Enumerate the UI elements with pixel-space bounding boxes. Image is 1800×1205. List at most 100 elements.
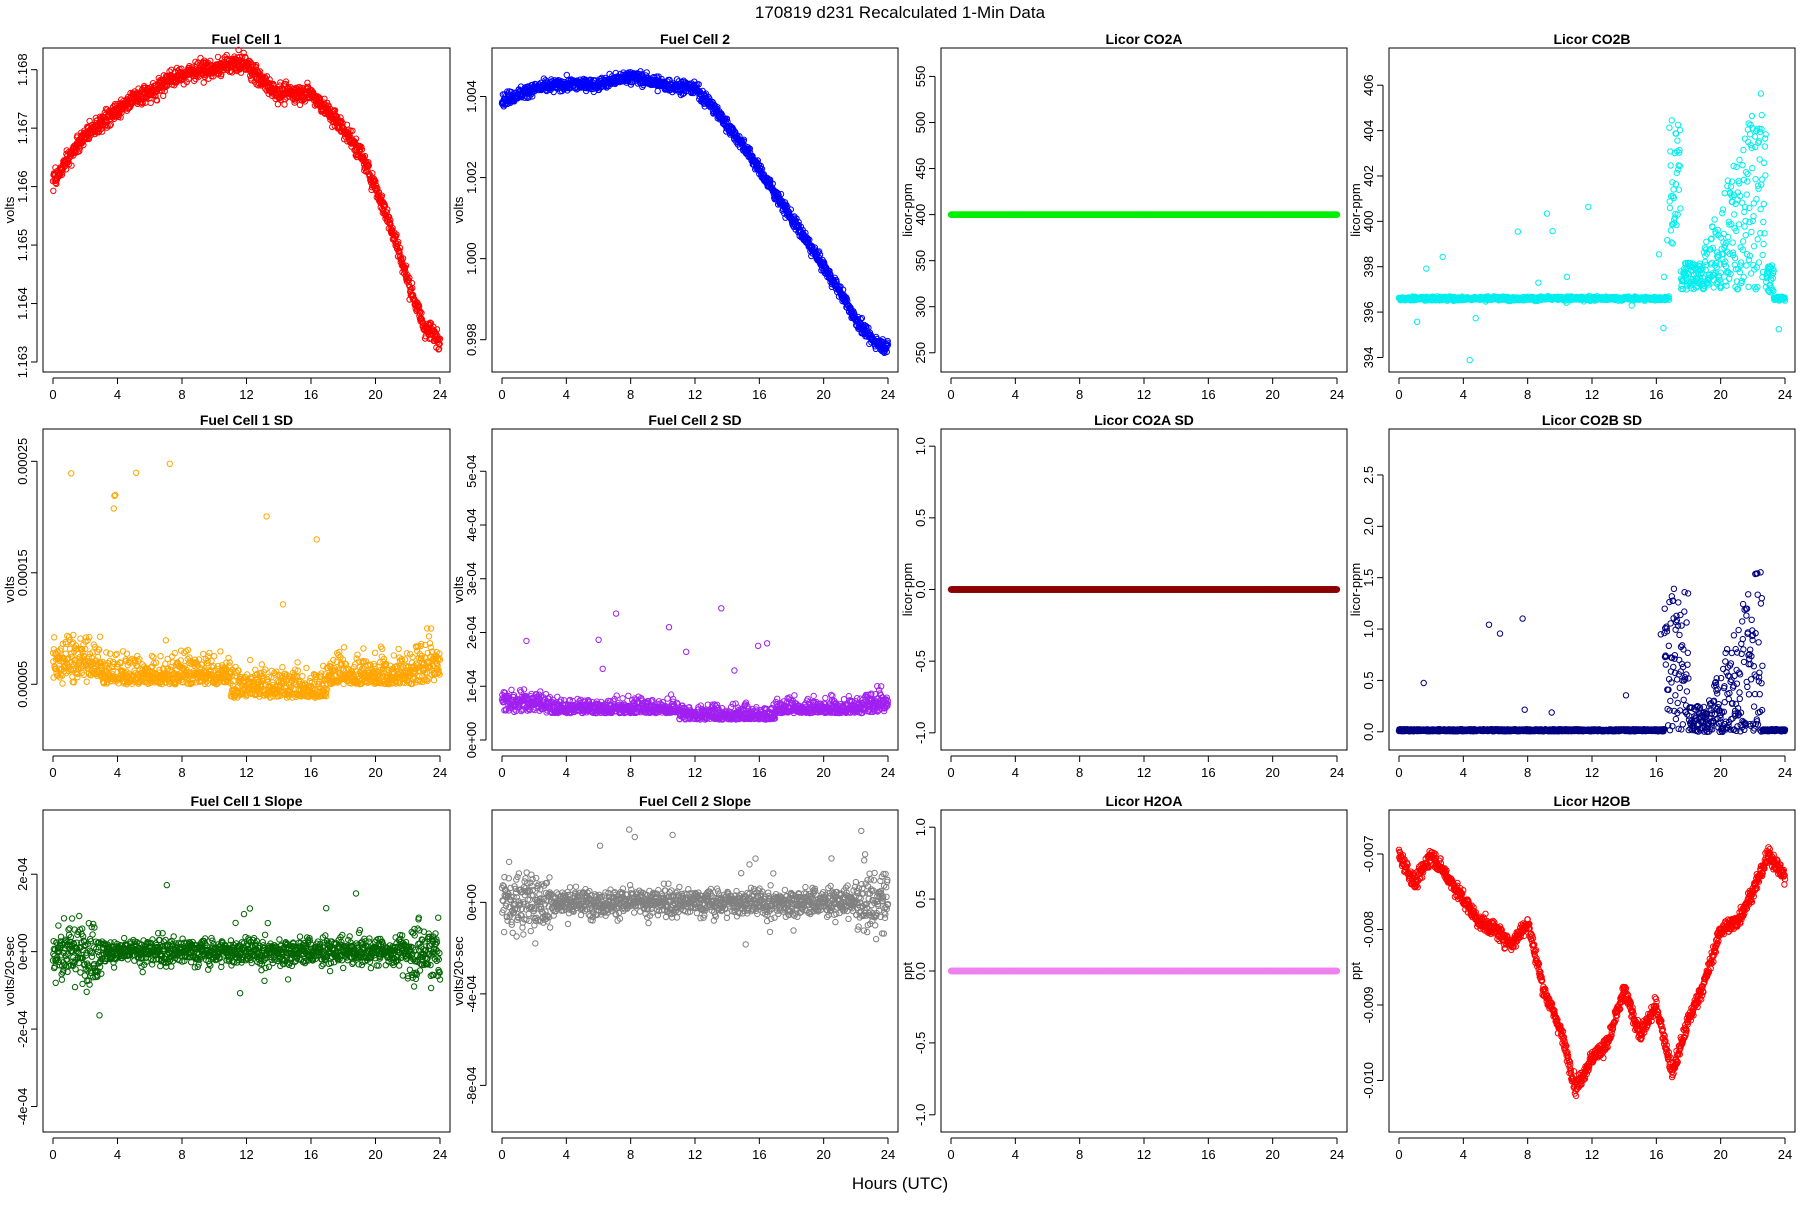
data-point [1676,187,1681,192]
panel-title: Fuel Cell 1 [211,31,281,47]
data-series [50,47,442,352]
y-tick-label: 1.168 [15,53,30,86]
x-tick-label: 20 [816,387,830,402]
data-point [1424,266,1429,271]
x-tick-label: 0 [1395,387,1402,402]
data-point [1550,228,1555,233]
data-point [1564,274,1569,279]
data-point [1677,127,1682,132]
data-point [1656,252,1661,257]
data-point [1515,229,1520,234]
x-tick-label: 24 [881,387,895,402]
y-axis-label: licor-ppm [1348,183,1363,236]
data-point [1675,138,1680,143]
y-tick-label: 1.004 [464,80,479,113]
data-point [1667,205,1672,210]
plot-frame [43,48,450,372]
x-tick-label: 16 [304,387,318,402]
x-tick-label: 4 [1460,387,1467,402]
x-tick-label: 0 [947,387,954,402]
y-tick-label: 300 [913,296,928,318]
y-tick-label: 500 [913,112,928,134]
data-series [499,69,890,356]
data-point [1586,204,1591,209]
panel-title: Licor CO2B [1553,31,1630,47]
data-point [1668,163,1673,168]
y-axis-label: volts [2,196,17,223]
data-point [1473,316,1478,321]
y-axis-label: volts [451,196,466,223]
data-point [1671,187,1676,192]
y-tick-label: 398 [1361,256,1376,278]
y-tick-label: 350 [913,250,928,272]
y-tick-label: 406 [1361,74,1376,96]
figure-xlabel: Hours (UTC) [852,1174,948,1193]
data-point [1544,211,1549,216]
x-tick-label: 20 [1265,387,1279,402]
data-series [948,212,1339,217]
data-point [1670,241,1675,246]
x-tick-label: 4 [563,387,570,402]
x-tick-label: 12 [688,387,702,402]
data-point [564,72,569,77]
x-tick-label: 16 [752,387,766,402]
x-tick-label: 20 [1713,387,1727,402]
y-axis-label: licor-ppm [900,183,915,236]
panels: Fuel Cell 1 0 4 8 12 16 20 24 1.163 1.164 1.165 1.1… [2,31,1795,1162]
y-tick-label: 550 [913,66,928,88]
panel-title: Fuel Cell 2 [660,31,730,47]
x-tick-label: 8 [178,387,185,402]
y-tick-label: 1.000 [464,242,479,275]
y-tick-label: 250 [913,342,928,364]
plot-frame [492,48,898,372]
data-point [1661,325,1666,330]
y-tick-label: 400 [913,204,928,226]
y-tick-label: 404 [1361,120,1376,142]
y-tick-label: 450 [913,158,928,180]
x-tick-label: 8 [1524,387,1531,402]
data-point [201,80,206,85]
x-tick-label: 12 [1137,387,1151,402]
data-point [1667,125,1672,130]
y-tick-label: 396 [1361,301,1376,323]
data-point [1668,228,1673,233]
panel-title: Licor CO2A [1105,31,1182,47]
data-point [1675,122,1680,127]
x-tick-label: 0 [498,387,505,402]
data-point [51,188,56,193]
y-tick-label: 1.165 [15,229,30,262]
x-tick-label: 16 [1649,387,1663,402]
x-tick-label: 24 [1778,387,1792,402]
data-point [1674,170,1679,175]
data-point [282,102,287,107]
y-tick-label: 1.163 [15,346,30,379]
x-tick-label: 0 [49,387,56,402]
y-tick-label: 400 [1361,210,1376,232]
y-tick-label: 1.002 [464,161,479,194]
x-tick-label: 4 [114,387,121,402]
plot-frame [1389,48,1795,372]
data-point [1678,206,1683,211]
y-tick-label: 1.167 [15,112,30,145]
x-tick-label: 24 [433,387,447,402]
x-tick-label: 12 [1585,387,1599,402]
data-point [655,88,660,93]
y-tick-label: 1.164 [15,287,30,320]
plot-frame [941,48,1347,372]
figure-title: 170819 d231 Recalculated 1-Min Data [755,3,1046,22]
data-point [1536,280,1541,285]
data-point [1669,118,1674,123]
data-point [1414,319,1419,324]
data-point [1467,357,1472,362]
data-point [1661,274,1666,279]
data-series [1396,91,1787,363]
x-tick-label: 12 [239,387,253,402]
x-tick-label: 16 [1201,387,1215,402]
x-tick-label: 24 [1330,387,1344,402]
y-tick-label: 1.166 [15,170,30,203]
